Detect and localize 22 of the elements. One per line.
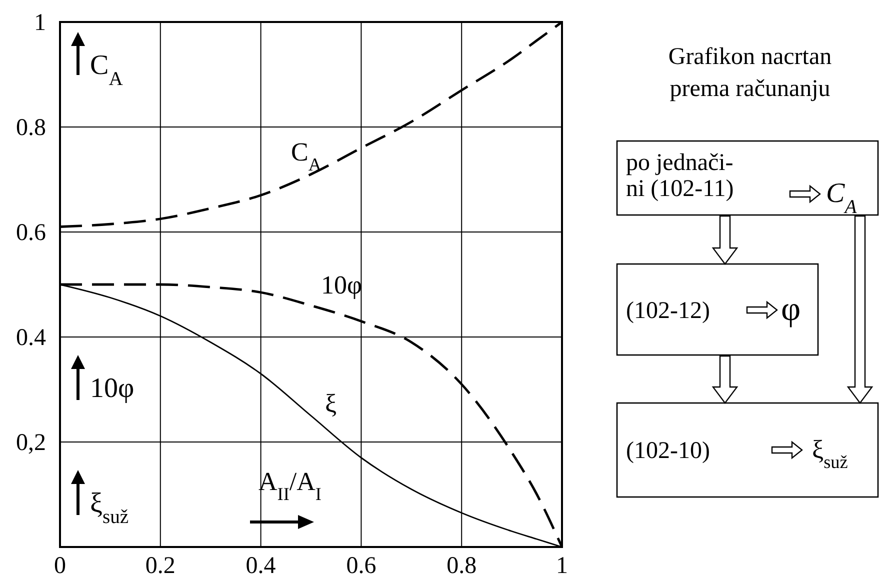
y-tick-label: 0.4 xyxy=(16,325,46,351)
annotation: 10φ xyxy=(90,373,134,404)
text: C$_{A}$ xyxy=(826,178,858,218)
x-tick-label: 0 xyxy=(54,553,66,579)
annotation: C$_{A}$ xyxy=(90,50,123,90)
y-tick-label: 0,2 xyxy=(16,430,46,456)
text: (102-12) xyxy=(626,298,710,324)
text: (102-10) xyxy=(626,438,710,464)
y-tick-label: 0.8 xyxy=(16,115,46,141)
text: ξ$_{suž}$ xyxy=(812,435,848,472)
x-tick-label: 0.2 xyxy=(145,553,176,579)
y-tick-label: 0.6 xyxy=(16,220,46,246)
annotation: ξ$_{suž}$ xyxy=(90,488,129,528)
x-tick-label: 0.8 xyxy=(446,553,477,579)
text: φ xyxy=(781,291,801,328)
y-tick-label: 1 xyxy=(34,10,46,36)
x-tick-label: 1 xyxy=(556,553,568,579)
text: Grafikon nacrtan prema računanju xyxy=(668,44,832,102)
series-label: ξ xyxy=(325,388,337,418)
text: po jednači- ni (102-11) xyxy=(626,150,734,202)
x-tick-label: 0.4 xyxy=(246,553,276,579)
x-tick-label: 0.6 xyxy=(346,553,376,579)
